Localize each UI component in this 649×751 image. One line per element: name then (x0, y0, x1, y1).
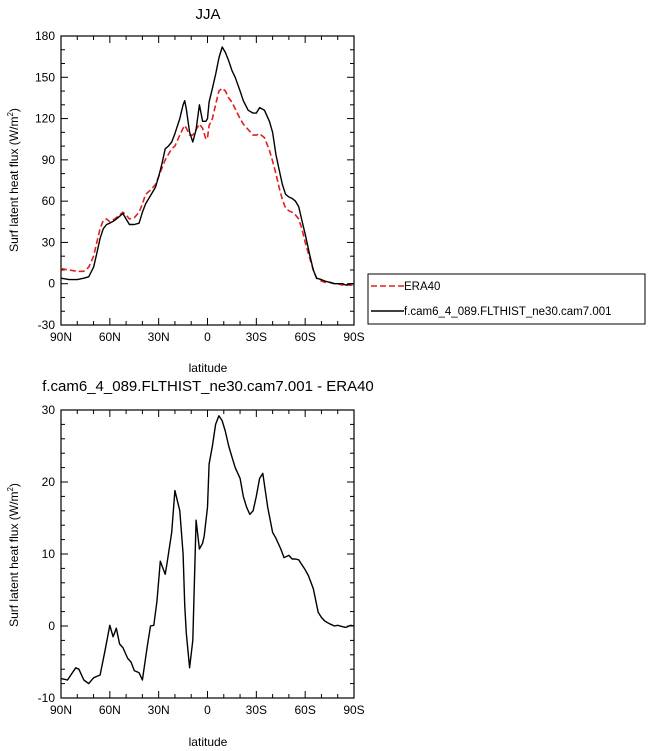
top-chart-title: JJA (195, 6, 220, 23)
top-y-axis-label: Surf latent heat flux (W/m2) (6, 108, 21, 252)
bottom-y-axis-label: Surf latent heat flux (W/m2) (6, 483, 21, 627)
bottom-x-tick-label: 90S (343, 703, 364, 717)
bottom-y-tick-label: 0 (48, 619, 55, 633)
top-y-tick-label: 180 (35, 29, 55, 43)
top-x-tick-label: 90N (50, 330, 72, 344)
top-y-tick-label: 0 (48, 277, 55, 291)
bottom-x-tick-label: 90N (50, 703, 72, 717)
bottom-x-axis-label: latitude (189, 735, 228, 749)
top-y-tick-label: -30 (38, 318, 56, 332)
bottom-x-tick-label: 30N (148, 703, 170, 717)
top-y-tick-label: 90 (42, 153, 56, 167)
top-series-line-1 (60, 46, 354, 286)
top-x-tick-label: 0 (204, 330, 211, 344)
top-y-tick-label: 60 (42, 194, 56, 208)
bottom-x-tick-label: 60S (294, 703, 315, 717)
top-series-group (60, 46, 354, 286)
top-series-line-0 (60, 87, 354, 286)
top-y-tick-label: 120 (35, 112, 55, 126)
bottom-series-group (60, 415, 355, 685)
top-y-tick-label: 30 (42, 235, 56, 249)
bottom-x-tick-label: 30S (246, 703, 267, 717)
bottom-y-tick-label: 10 (42, 547, 56, 561)
bottom-y-tick-label: -10 (38, 691, 56, 705)
top-plot-frame (60, 35, 355, 326)
bottom-plot-frame (60, 409, 355, 699)
legend-label-model: f.cam6_4_089.FLTHIST_ne30.cam7.001 (404, 306, 612, 318)
top-x-tick-label: 90S (343, 330, 364, 344)
bottom-axes: 90N 60N 30N 0 30S 60S 90S -10 0 10 20 30 (38, 403, 365, 717)
bottom-y-tick-label: 30 (42, 403, 56, 417)
legend-label-era40: ERA40 (404, 281, 440, 293)
bottom-y-tick-label: 20 (42, 475, 56, 489)
legend-box (367, 273, 646, 325)
top-axes: 90N 60N 30N 0 30S 60S 90S -30 0 30 60 90 120 150 180 (35, 29, 365, 344)
top-y-tick-label: 150 (35, 70, 55, 84)
top-x-tick-label: 30N (148, 330, 170, 344)
bottom-x-tick-label: 60N (99, 703, 121, 717)
top-panel: JJA 90N 60N 30N 0 30S 60S 90S -30 0 30 60 90 120 150 1… (6, 6, 365, 375)
bottom-series-line-0 (60, 415, 355, 685)
top-x-tick-label: 60S (294, 330, 315, 344)
top-x-axis-label: latitude (189, 361, 228, 375)
legend: ERA40 f.cam6_4_089.FLTHIST_ne30.cam7.001 (367, 273, 646, 325)
top-x-tick-label: 60N (99, 330, 121, 344)
bottom-chart-title: f.cam6_4_089.FLTHIST_ne30.cam7.001 - ERA… (42, 378, 374, 395)
bottom-x-tick-label: 0 (204, 703, 211, 717)
bottom-panel: f.cam6_4_089.FLTHIST_ne30.cam7.001 - ERA… (6, 378, 374, 749)
top-x-tick-label: 30S (246, 330, 267, 344)
